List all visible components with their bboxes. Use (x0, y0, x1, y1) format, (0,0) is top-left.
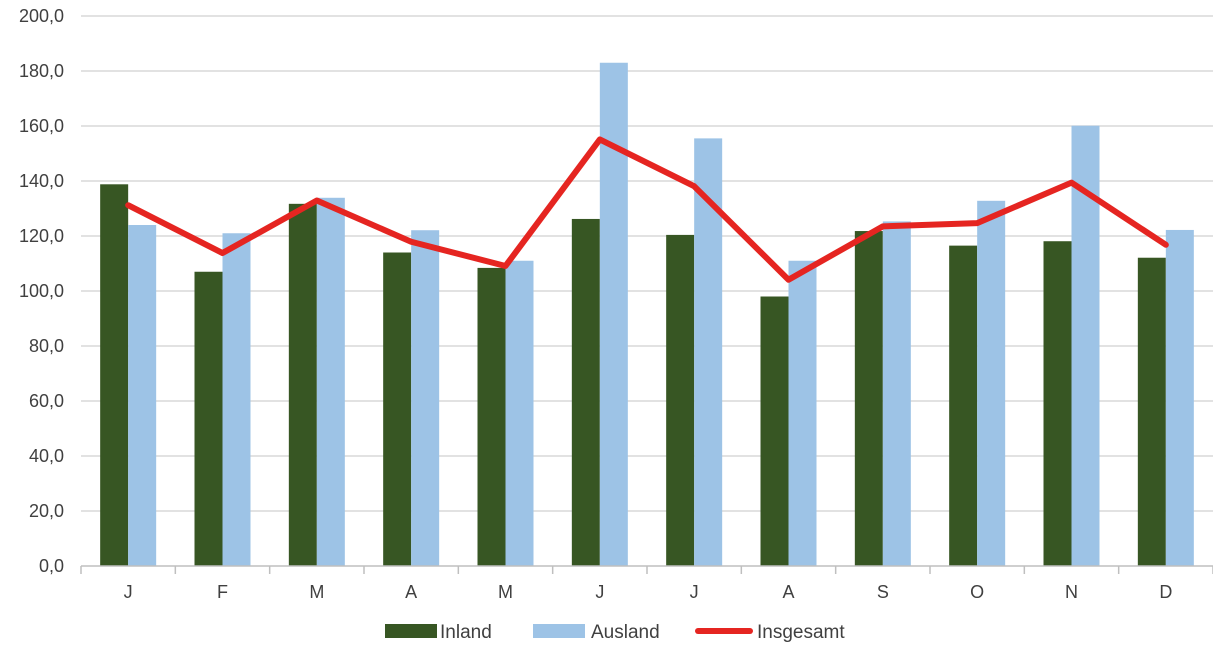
y-tick-label: 80,0 (29, 336, 64, 356)
bars (100, 62, 1194, 567)
line-point-insgesamt-4 (504, 264, 507, 267)
series-line-insgesamt (125, 136, 1169, 283)
line-point-insgesamt-1 (221, 252, 224, 255)
y-tick-label: 160,0 (19, 116, 64, 136)
bar-ausland-7 (788, 260, 817, 566)
gridlines (81, 15, 1213, 512)
x-tick-label: J (595, 582, 604, 602)
bar-ausland-8 (882, 221, 911, 567)
x-tick-label: F (217, 582, 228, 602)
x-tick-label: M (498, 582, 513, 602)
y-tick-label: 180,0 (19, 61, 64, 81)
legend-label-insgesamt: Insgesamt (757, 622, 845, 643)
bar-inland-1 (194, 271, 223, 566)
x-tick-label: O (970, 582, 984, 602)
legend-label-ausland: Ausland (591, 622, 660, 643)
x-tick-label: D (1159, 582, 1172, 602)
bar-ausland-0 (128, 225, 157, 566)
line-point-insgesamt-9 (976, 222, 979, 225)
y-tick-label: 60,0 (29, 391, 64, 411)
line-point-insgesamt-2 (315, 199, 318, 202)
line-point-insgesamt-6 (693, 185, 696, 188)
y-tick-label: 100,0 (19, 281, 64, 301)
y-tick-label: 20,0 (29, 501, 64, 521)
x-tick-label: A (405, 582, 417, 602)
bar-inland-3 (383, 252, 412, 566)
line-point-insgesamt-10 (1070, 181, 1073, 184)
bar-inland-8 (854, 231, 883, 567)
bar-inland-4 (477, 267, 506, 566)
y-tick-label: 200,0 (19, 6, 64, 26)
bar-inland-7 (760, 296, 789, 566)
line-point-insgesamt-3 (410, 240, 413, 243)
x-axis-ticks (80, 566, 1213, 574)
legend: Inland Ausland Insgesamt (385, 622, 845, 643)
line-point-insgesamt-8 (881, 225, 884, 228)
line-point-insgesamt-0 (127, 204, 130, 207)
bar-inland-6 (666, 234, 695, 566)
line-point-insgesamt-7 (787, 278, 790, 281)
bar-ausland-11 (1165, 229, 1194, 566)
line-point-insgesamt-5 (598, 138, 601, 141)
x-tick-label: J (124, 582, 133, 602)
line-point-insgesamt-11 (1164, 243, 1167, 246)
legend-swatch-inland (385, 624, 437, 638)
bar-ausland-9 (977, 200, 1006, 567)
bar-ausland-4 (505, 260, 534, 566)
y-axis-tick-labels: 0,0 20,0 40,0 60,0 80,0 100,0 120,0 140,0 160,0 1… (19, 6, 64, 576)
legend-label-inland: Inland (440, 622, 492, 643)
y-tick-label: 120,0 (19, 226, 64, 246)
bar-ausland-3 (411, 230, 440, 566)
x-tick-label: A (782, 582, 794, 602)
x-tick-label: N (1065, 582, 1078, 602)
insgesamt-line-layer (125, 136, 1169, 283)
legend-swatch-ausland (533, 624, 585, 638)
bar-inland-2 (288, 203, 317, 566)
y-tick-label: 40,0 (29, 446, 64, 466)
bar-inland-0 (100, 184, 129, 567)
bar-inland-11 (1137, 257, 1166, 566)
bar-inland-5 (571, 218, 600, 566)
bar-inland-10 (1043, 241, 1072, 566)
x-tick-label: S (877, 582, 889, 602)
bar-ausland-1 (222, 233, 251, 566)
bar-inland-9 (949, 245, 978, 566)
x-tick-label: M (309, 582, 324, 602)
bar-ausland-2 (316, 197, 345, 566)
y-tick-label: 0,0 (39, 556, 64, 576)
x-tick-label: J (690, 582, 699, 602)
y-tick-label: 140,0 (19, 171, 64, 191)
